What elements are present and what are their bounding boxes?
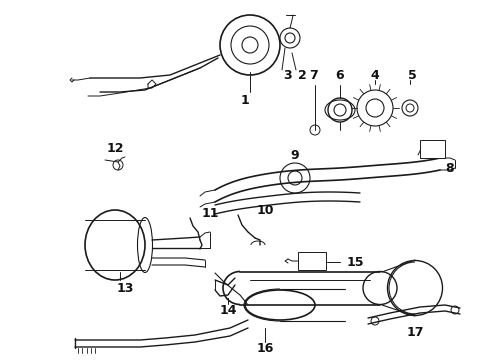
Text: 11: 11 (201, 207, 219, 220)
Text: 7: 7 (310, 68, 318, 81)
FancyBboxPatch shape (420, 140, 445, 158)
Text: 6: 6 (336, 68, 344, 81)
Text: 15: 15 (346, 256, 364, 269)
Text: 17: 17 (406, 325, 424, 338)
Text: 8: 8 (446, 162, 454, 175)
Text: 13: 13 (116, 282, 134, 294)
Text: 12: 12 (106, 141, 124, 154)
Text: 5: 5 (408, 68, 416, 81)
Text: 10: 10 (256, 203, 274, 216)
Text: 2: 2 (297, 68, 306, 81)
Text: 9: 9 (291, 149, 299, 162)
Text: 14: 14 (219, 303, 237, 316)
FancyBboxPatch shape (298, 252, 326, 270)
Text: 1: 1 (241, 94, 249, 107)
Text: 16: 16 (256, 342, 274, 355)
Text: 3: 3 (283, 68, 292, 81)
Text: 4: 4 (370, 68, 379, 81)
